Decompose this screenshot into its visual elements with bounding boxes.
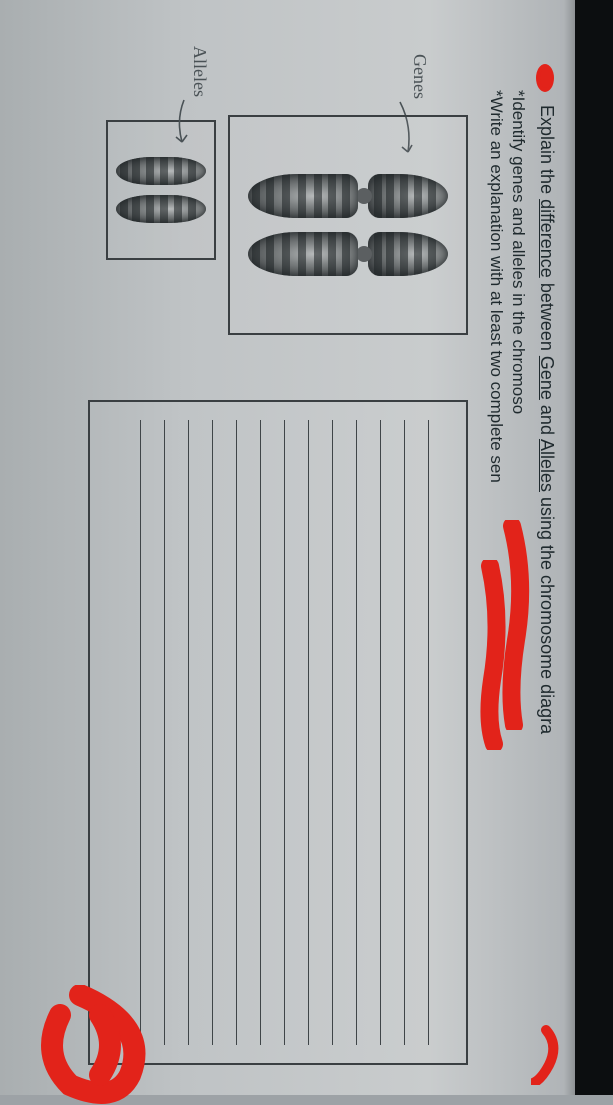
ruled-line [332, 420, 356, 1045]
chromatid-pair [248, 174, 448, 276]
q-text-4: using the chromosome diagra [537, 492, 557, 734]
centromere-right [356, 246, 372, 262]
chromosome-diagram-small [106, 120, 216, 260]
alleles-handwritten-label: Alleles [189, 46, 210, 97]
question-main: Explain the difference between Gene and … [530, 60, 563, 1065]
ruled-line [380, 420, 404, 1045]
genes-handwritten-label: Genes [409, 54, 430, 99]
small-chrom-left [116, 157, 206, 185]
ruled-line [164, 420, 188, 1045]
number-scribble [530, 60, 562, 96]
left-bot-arm [248, 174, 358, 218]
q-u3: Alleles [537, 439, 557, 492]
ruled-line [428, 420, 452, 1045]
ruled-line [404, 420, 428, 1045]
right-top-arm [368, 232, 448, 276]
small-chrom-right [116, 195, 206, 223]
q-text-1: Explain the [537, 105, 557, 199]
question-sub2: *Write an explanation with at least two … [486, 90, 506, 1065]
ruled-line [284, 420, 308, 1045]
chromosome-diagram-main [228, 115, 468, 335]
question-sub1: *Identify genes and alleles in the chrom… [508, 90, 528, 1065]
right-bot-arm [248, 232, 358, 276]
answer-box[interactable] [88, 400, 468, 1065]
alleles-arrow [166, 98, 196, 148]
q-u2: Gene [537, 356, 557, 400]
q-text-3: and [537, 400, 557, 439]
ruled-line [356, 420, 380, 1045]
page-dark-edge [575, 0, 613, 1095]
q-u1: difference [537, 199, 557, 278]
content-row: Genes [88, 60, 468, 1065]
q-text-2: between [537, 278, 557, 356]
chromatid-left [248, 174, 448, 218]
ruled-line [236, 420, 260, 1045]
ruled-line [260, 420, 284, 1045]
ruled-line [212, 420, 236, 1045]
worksheet-page: Explain the difference between Gene and … [0, 0, 613, 1095]
ruled-line [140, 420, 164, 1045]
diagram-column: Genes [88, 60, 468, 360]
sub2-text: *Write an explanation with at least two … [487, 90, 506, 483]
left-top-arm [368, 174, 448, 218]
ruled-line [308, 420, 332, 1045]
ruled-line [188, 420, 212, 1045]
sub1-text: *Identify genes and alleles in the chrom… [509, 90, 528, 414]
centromere-left [356, 188, 372, 204]
chromatid-right [248, 232, 448, 276]
